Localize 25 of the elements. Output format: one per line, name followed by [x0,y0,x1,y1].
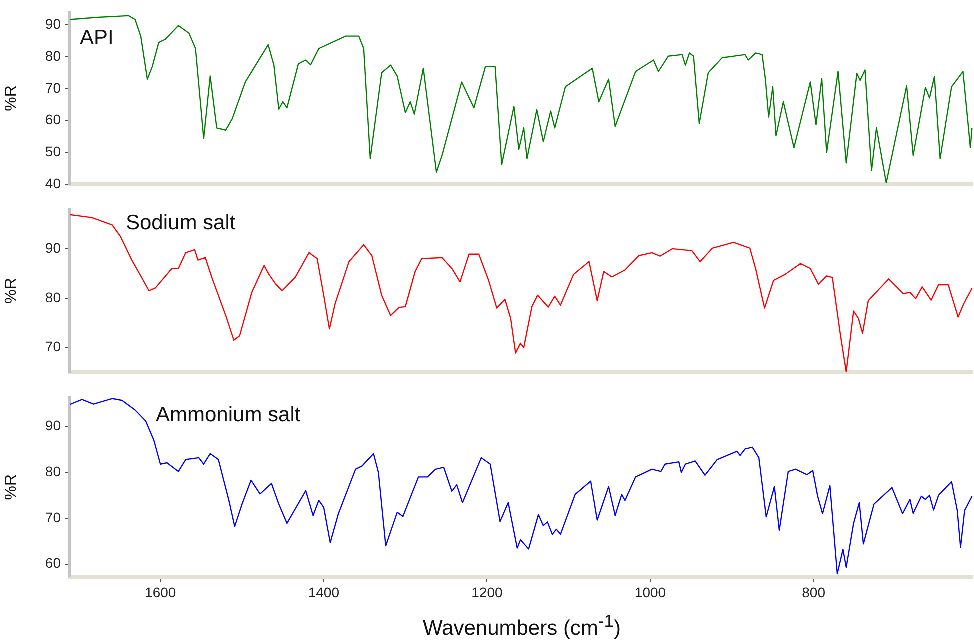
y-tick-label: 60 [45,112,62,128]
y-tick-label: 70 [45,338,62,355]
x-tick-label: 1200 [472,584,503,600]
y-axis-title: %R [3,474,20,500]
x-tick-label: 800 [802,584,826,600]
series-label: Sodium salt [126,211,236,234]
x-tick-label: 1600 [145,584,176,600]
y-axis-title: %R [3,278,20,304]
y-tick-label: 80 [45,289,62,306]
y-tick-label: 70 [45,80,62,96]
series-label: Ammonium salt [156,403,301,426]
y-tick-label: 50 [45,144,62,160]
x-tick-label: 1000 [634,584,666,600]
y-axis-title: %R [3,86,20,112]
y-tick-label: 90 [45,16,62,32]
y-tick-label: 90 [45,240,62,256]
x-axis-title: Wavenumbers (cm$^{-1}$) [422,611,622,640]
series-label: API [80,26,114,50]
y-tick-label: 40 [45,175,62,192]
x-tick-label: 1400 [308,584,340,600]
y-tick-label: 60 [45,555,62,572]
y-tick-label: 90 [45,418,62,434]
y-tick-label: 80 [45,463,62,480]
y-tick-label: 80 [45,48,62,64]
y-tick-label: 70 [45,509,62,526]
